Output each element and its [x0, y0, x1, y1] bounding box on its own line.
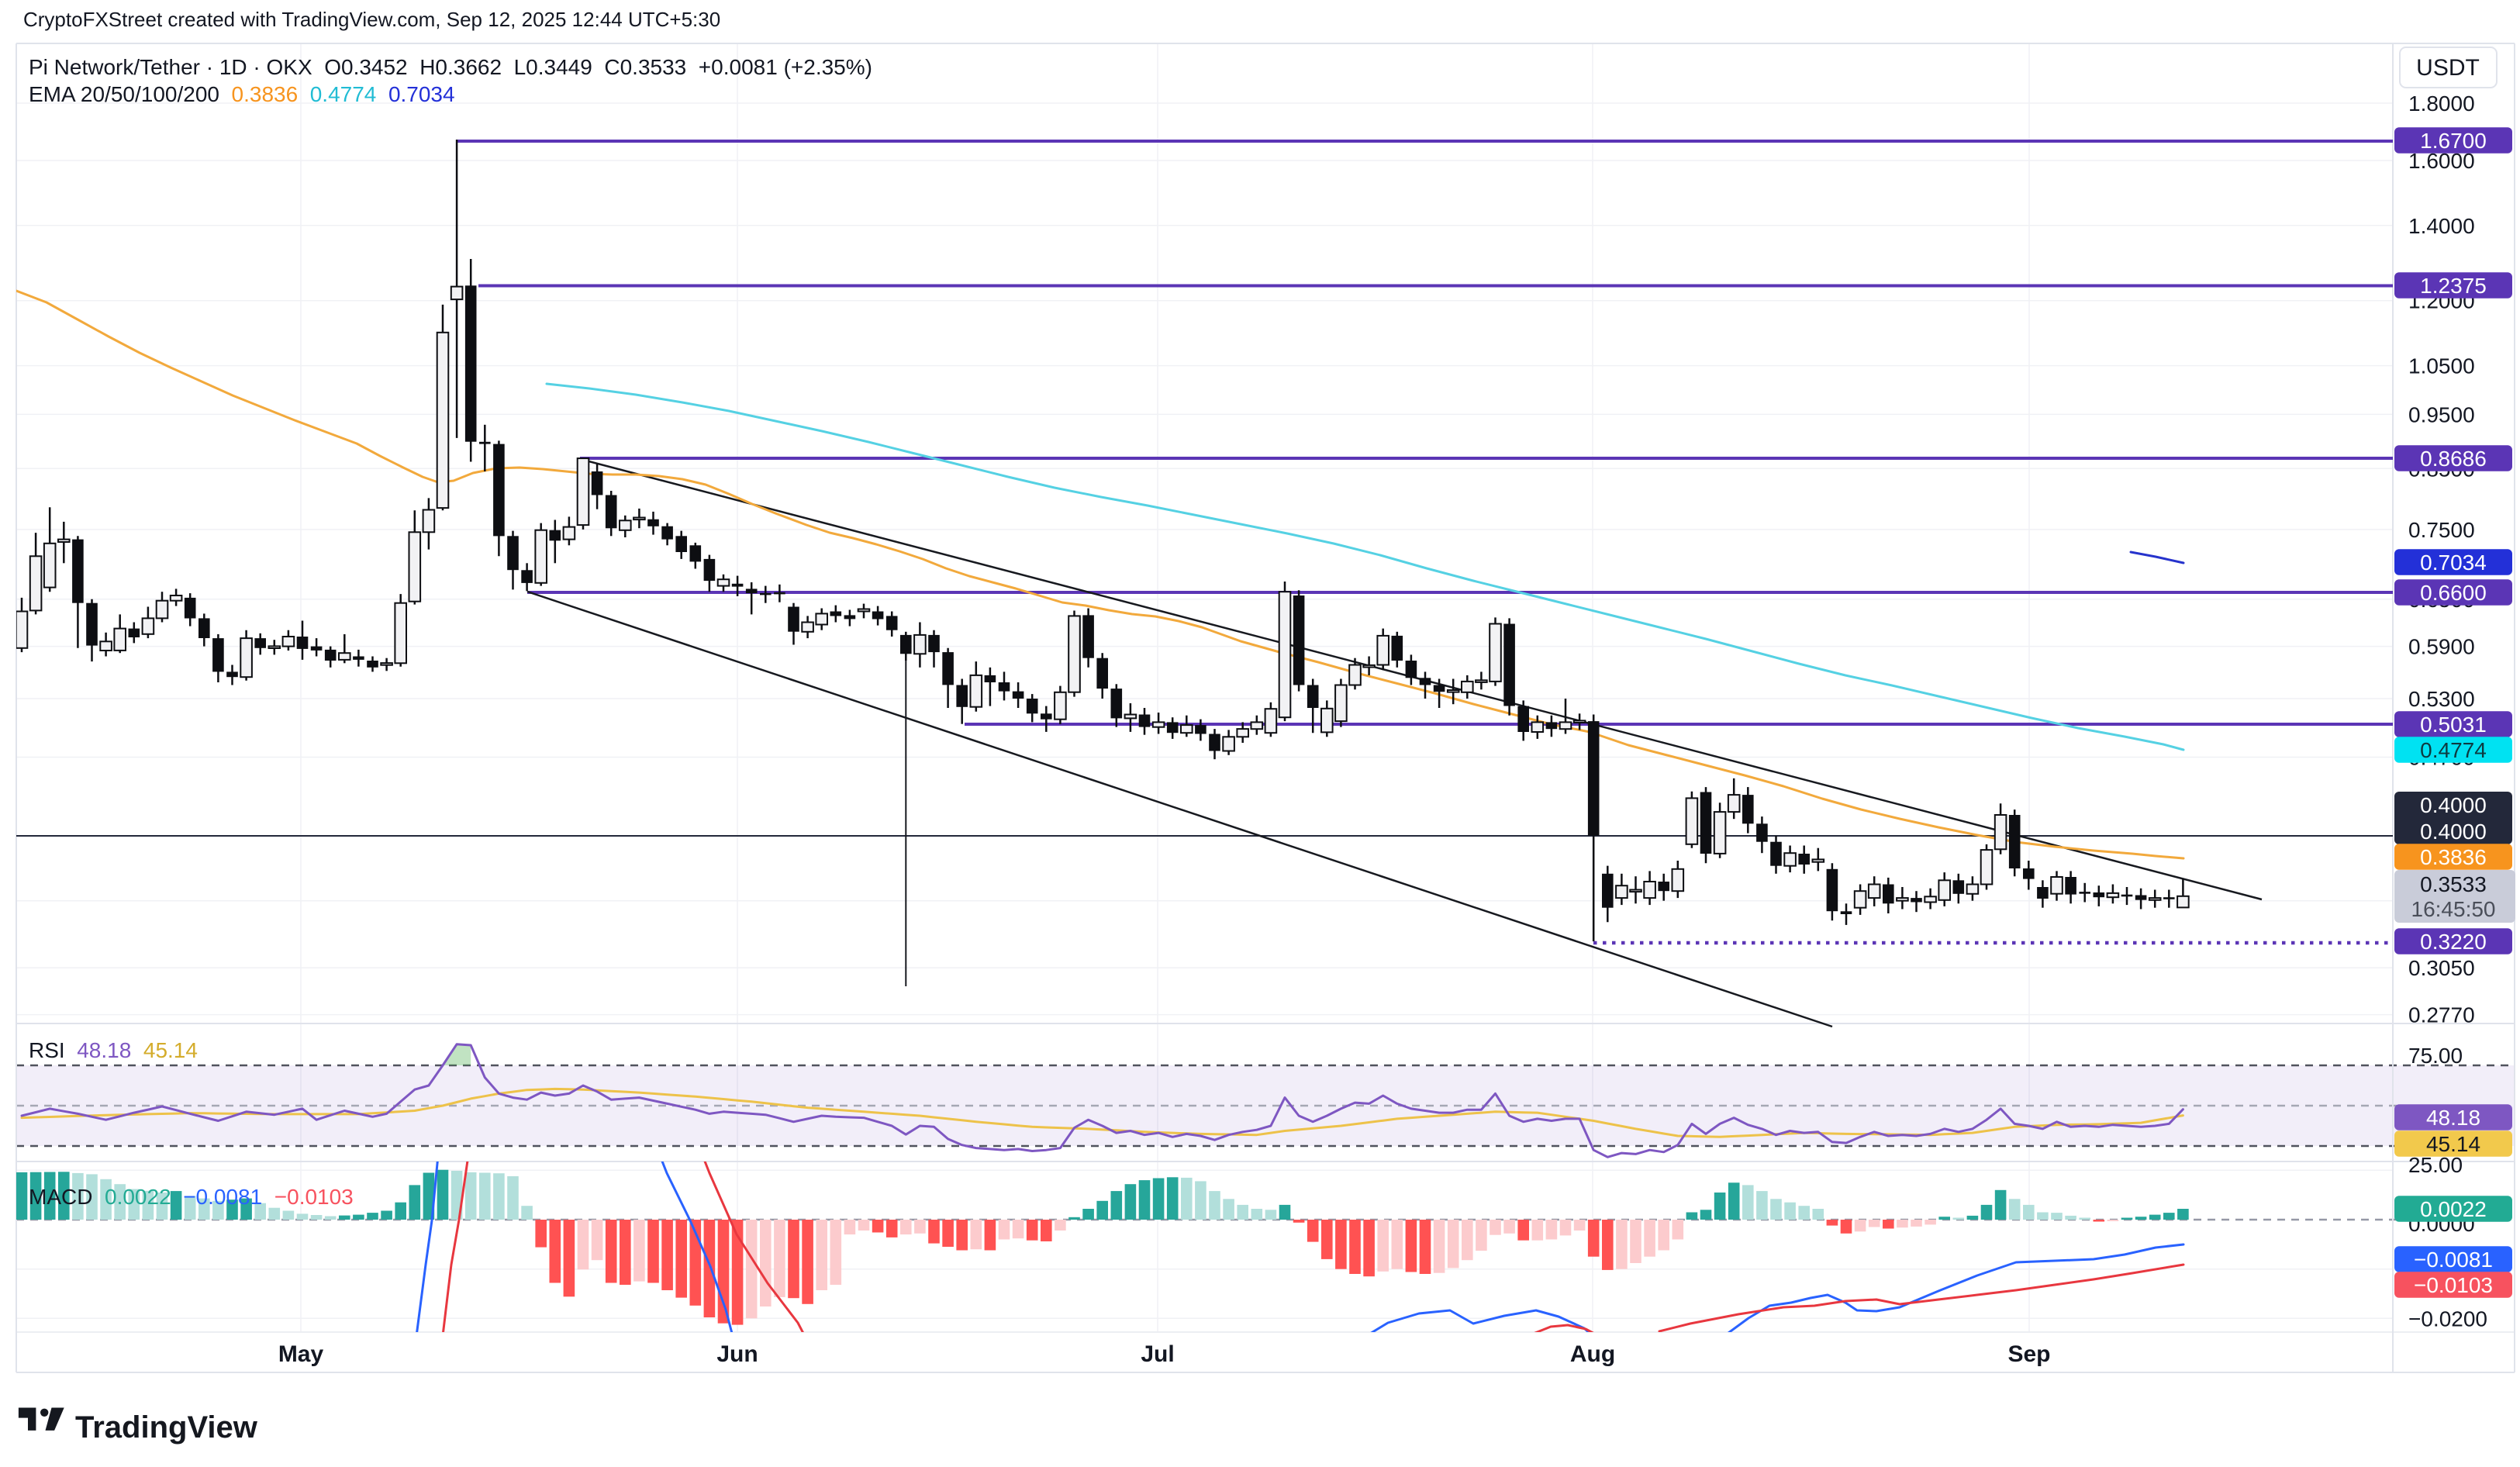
svg-text:Pi Network/Tether · 1D · OKX: Pi Network/Tether · 1D · OKX O0.3452 H0.… [29, 55, 872, 79]
svg-text:0.5900: 0.5900 [2408, 635, 2475, 659]
svg-text:EMA 20/50/100/200 0.3836 0.4: EMA 20/50/100/200 0.3836 0.4774 0.7034 [29, 82, 455, 106]
svg-text:0.3220: 0.3220 [2420, 930, 2487, 954]
svg-text:0.2770: 0.2770 [2408, 1003, 2475, 1027]
svg-text:1.8000: 1.8000 [2408, 91, 2475, 116]
svg-text:USDT: USDT [2416, 55, 2480, 81]
svg-text:1.6700: 1.6700 [2420, 129, 2487, 153]
svg-text:0.3050: 0.3050 [2408, 956, 2475, 980]
svg-text:RSI 48.18 45.14: RSI 48.18 45.14 [29, 1038, 198, 1062]
svg-text:1.2375: 1.2375 [2420, 274, 2487, 298]
svg-text:−0.0103: −0.0103 [2414, 1273, 2493, 1297]
svg-text:0.4774: 0.4774 [2420, 738, 2487, 762]
svg-text:1.4000: 1.4000 [2408, 214, 2475, 238]
svg-text:0.9500: 0.9500 [2408, 402, 2475, 426]
svg-text:TradingView: TradingView [75, 1410, 258, 1445]
svg-text:0.0022: 0.0022 [2420, 1197, 2487, 1221]
svg-text:0.7034: 0.7034 [2420, 551, 2487, 575]
svg-text:−0.0200: −0.0200 [2408, 1306, 2487, 1331]
svg-text:0.3533: 0.3533 [2420, 872, 2487, 896]
svg-text:CryptoFXStreet created with Tr: CryptoFXStreet created with TradingView.… [23, 8, 720, 31]
svg-text:48.18: 48.18 [2426, 1106, 2480, 1130]
svg-text:25.00: 25.00 [2408, 1153, 2463, 1177]
svg-text:75.00: 75.00 [2408, 1044, 2463, 1068]
svg-text:45.14: 45.14 [2426, 1132, 2480, 1156]
svg-text:MACD 0.0022 −0.0081 −0.0103: MACD 0.0022 −0.0081 −0.0103 [29, 1185, 354, 1209]
svg-text:0.5031: 0.5031 [2420, 713, 2487, 737]
svg-text:0.5300: 0.5300 [2408, 687, 2475, 711]
svg-text:0.4000: 0.4000 [2420, 820, 2487, 844]
svg-text:1.0500: 1.0500 [2408, 354, 2475, 378]
svg-text:May: May [278, 1341, 324, 1367]
svg-text:Aug: Aug [1570, 1341, 1615, 1367]
svg-text:0.3836: 0.3836 [2420, 845, 2487, 869]
svg-text:16:45:50: 16:45:50 [2411, 897, 2496, 921]
svg-text:0.8686: 0.8686 [2420, 447, 2487, 471]
svg-text:Jun: Jun [716, 1341, 758, 1367]
svg-text:Sep: Sep [2007, 1341, 2050, 1367]
svg-text:Jul: Jul [1141, 1341, 1174, 1367]
svg-text:0.7500: 0.7500 [2408, 518, 2475, 542]
svg-text:0.4000: 0.4000 [2420, 793, 2487, 817]
svg-text:0.6600: 0.6600 [2420, 581, 2487, 605]
svg-text:−0.0081: −0.0081 [2414, 1248, 2493, 1272]
